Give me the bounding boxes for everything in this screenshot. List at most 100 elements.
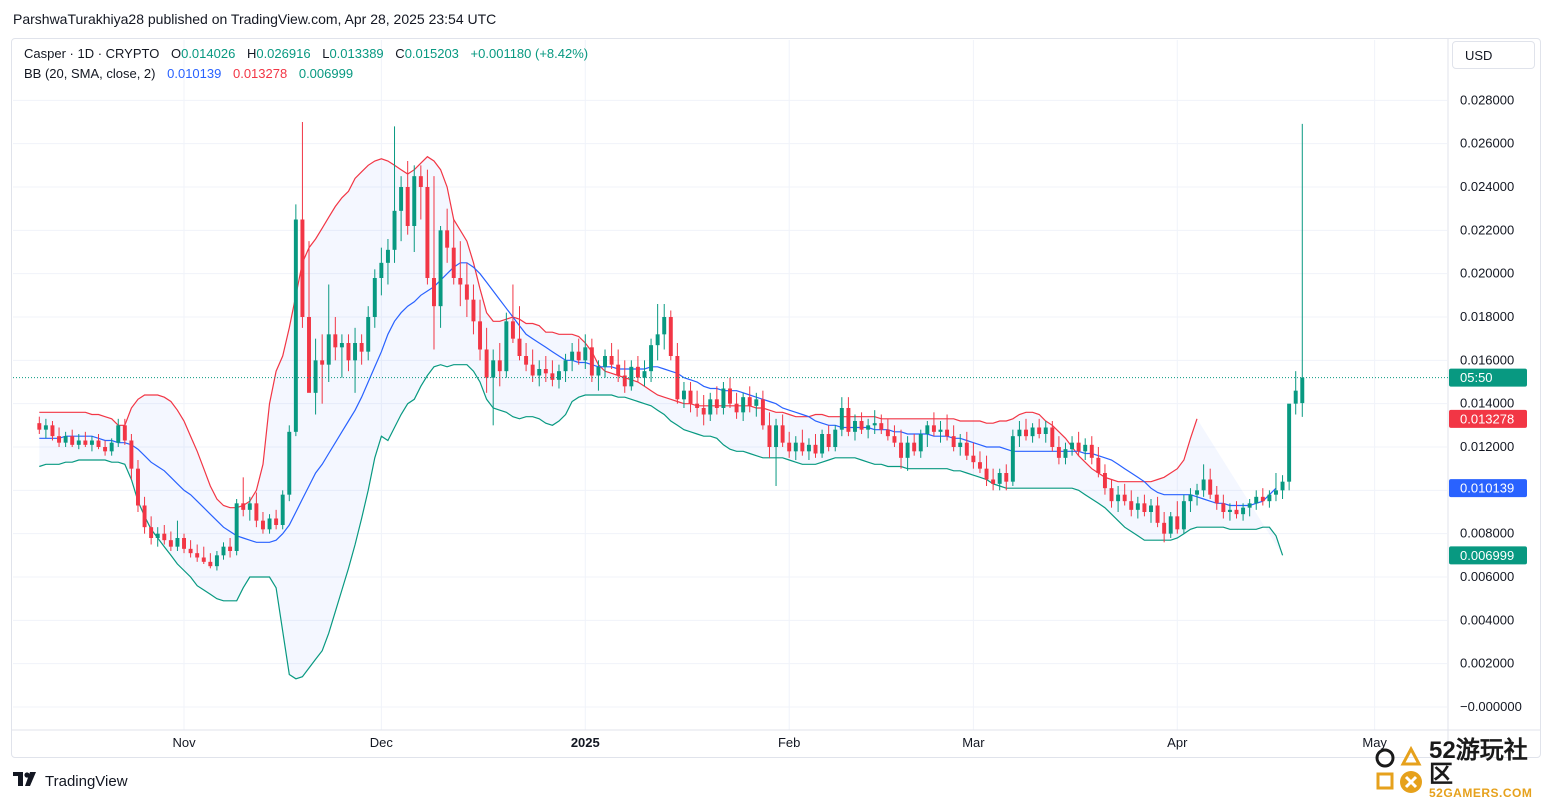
candle[interactable] xyxy=(1129,490,1134,517)
candle[interactable] xyxy=(1043,421,1048,443)
candle[interactable] xyxy=(780,414,785,448)
candle[interactable] xyxy=(63,431,68,447)
candle[interactable] xyxy=(228,538,233,558)
candle[interactable] xyxy=(1254,490,1259,510)
candle[interactable] xyxy=(629,360,634,391)
candle[interactable] xyxy=(497,343,502,387)
candle[interactable] xyxy=(307,241,311,393)
candle[interactable] xyxy=(741,392,746,421)
candle[interactable] xyxy=(787,431,792,458)
candle[interactable] xyxy=(570,343,575,372)
candle[interactable] xyxy=(991,468,996,491)
candle[interactable] xyxy=(977,451,982,473)
candle[interactable] xyxy=(1116,486,1121,512)
candle[interactable] xyxy=(313,338,318,415)
candle[interactable] xyxy=(1063,442,1068,465)
candle[interactable] xyxy=(642,360,647,387)
candle[interactable] xyxy=(293,204,298,437)
candle[interactable] xyxy=(129,434,134,480)
candle[interactable] xyxy=(103,440,108,456)
candle[interactable] xyxy=(168,531,173,552)
candle[interactable] xyxy=(339,334,344,378)
candle[interactable] xyxy=(1247,499,1252,517)
candle[interactable] xyxy=(43,418,48,439)
candle[interactable] xyxy=(931,412,936,437)
candle[interactable] xyxy=(839,397,844,437)
candle[interactable] xyxy=(912,434,917,456)
candle[interactable] xyxy=(866,418,871,439)
candle[interactable] xyxy=(622,360,627,393)
candle[interactable] xyxy=(714,386,719,415)
candle[interactable] xyxy=(747,386,752,413)
candle[interactable] xyxy=(688,382,693,413)
candle[interactable] xyxy=(1089,436,1094,465)
candle[interactable] xyxy=(392,126,397,263)
candle[interactable] xyxy=(1037,418,1042,439)
candle[interactable] xyxy=(609,343,614,369)
candle[interactable] xyxy=(1188,488,1193,512)
candle[interactable] xyxy=(589,338,594,382)
candle[interactable] xyxy=(510,284,515,344)
candle[interactable] xyxy=(267,514,272,534)
candle[interactable] xyxy=(1010,429,1015,486)
candle[interactable] xyxy=(418,165,423,220)
candle[interactable] xyxy=(326,284,331,383)
candle[interactable] xyxy=(300,122,305,328)
candle[interactable] xyxy=(675,343,680,404)
candle[interactable] xyxy=(155,527,160,547)
candle[interactable] xyxy=(372,269,377,328)
candle[interactable] xyxy=(83,431,88,447)
candle[interactable] xyxy=(708,392,713,421)
candle[interactable] xyxy=(385,239,390,285)
candle[interactable] xyxy=(1227,503,1232,521)
candle[interactable] xyxy=(681,382,686,408)
candle[interactable] xyxy=(175,520,180,551)
candle[interactable] xyxy=(806,438,811,460)
candle[interactable] xyxy=(399,176,404,242)
candle[interactable] xyxy=(826,425,831,452)
candle[interactable] xyxy=(813,434,818,458)
candle[interactable] xyxy=(958,434,963,456)
candle[interactable] xyxy=(885,418,890,441)
candle[interactable] xyxy=(425,169,430,285)
candle[interactable] xyxy=(774,418,779,486)
candle[interactable] xyxy=(287,425,292,502)
candle[interactable] xyxy=(458,241,463,307)
candle[interactable] xyxy=(188,540,193,558)
candle[interactable] xyxy=(767,412,772,458)
candle[interactable] xyxy=(1168,512,1173,538)
candle[interactable] xyxy=(1221,494,1226,519)
candle[interactable] xyxy=(432,176,436,350)
candle[interactable] xyxy=(872,410,877,434)
candle[interactable] xyxy=(1280,475,1285,499)
candle[interactable] xyxy=(109,438,114,456)
candle[interactable] xyxy=(550,360,555,387)
candle[interactable] xyxy=(820,429,825,458)
candle[interactable] xyxy=(471,284,476,335)
candle[interactable] xyxy=(1287,403,1292,491)
candle[interactable] xyxy=(1004,464,1009,491)
candle[interactable] xyxy=(1195,483,1200,506)
candle[interactable] xyxy=(1201,464,1206,497)
candle[interactable] xyxy=(234,499,239,556)
candle[interactable] xyxy=(1273,473,1278,502)
candle[interactable] xyxy=(668,310,673,361)
candle[interactable] xyxy=(905,436,910,471)
candle[interactable] xyxy=(760,390,765,430)
candle[interactable] xyxy=(491,349,496,426)
candle[interactable] xyxy=(695,390,700,417)
candle[interactable] xyxy=(1162,512,1167,543)
candle[interactable] xyxy=(892,425,897,447)
candle[interactable] xyxy=(1260,488,1265,506)
candle[interactable] xyxy=(964,431,969,460)
candle[interactable] xyxy=(445,208,450,263)
candle[interactable] xyxy=(504,312,509,378)
candle[interactable] xyxy=(1122,483,1127,506)
candle[interactable] xyxy=(793,436,798,460)
candle[interactable] xyxy=(122,418,127,445)
candle[interactable] xyxy=(50,421,55,441)
candle[interactable] xyxy=(451,219,456,285)
candle[interactable] xyxy=(754,392,759,417)
candle[interactable] xyxy=(530,349,535,383)
candle[interactable] xyxy=(37,416,42,434)
